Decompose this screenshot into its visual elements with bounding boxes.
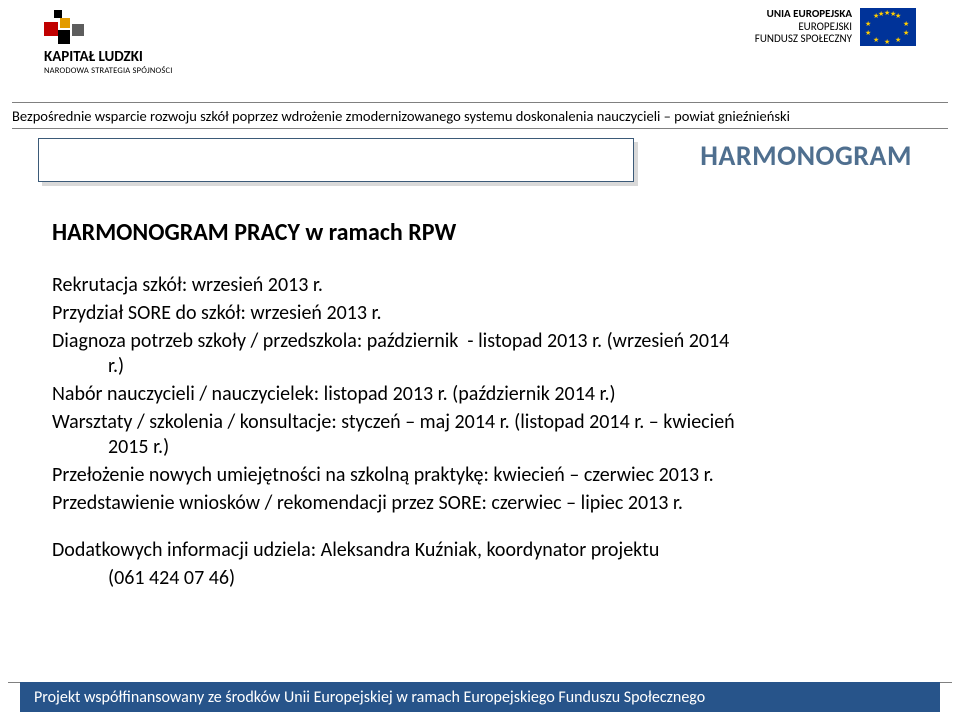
eu-text: UNIA EUROPEJSKA EUROPEJSKI FUNDUSZ SPOŁE…	[755, 8, 852, 46]
list-item: Warsztaty / szkolenia / konsultacje: sty…	[52, 410, 920, 460]
list-item: Nabór nauczycieli / nauczycielek: listop…	[52, 382, 920, 407]
list-item: Diagnoza potrzeb szkoły / przedszkola: p…	[52, 329, 920, 379]
list-item: Rekrutacja szkół: wrzesień 2013 r.	[52, 273, 920, 298]
footer-wrap: Projekt współfinansowany ze środków Unii…	[8, 682, 952, 716]
list-item-text: Przydział SORE do szkół: wrzesień 2013 r…	[52, 301, 382, 325]
list-item: Przedstawienie wniosków / rekomendacji p…	[52, 491, 920, 516]
content: HARMONOGRAM PRACY w ramach RPW Rekrutacj…	[52, 218, 920, 594]
list-item: Przełożenie nowych umiejętności na szkol…	[52, 463, 920, 488]
tagline: Bezpośrednie wsparcie rozwoju szkół popr…	[12, 102, 948, 129]
kapital-ludzki-icon	[44, 8, 86, 48]
title-box	[38, 138, 634, 182]
list-item: Przydział SORE do szkół: wrzesień 2013 r…	[52, 301, 920, 326]
eu-line3: FUNDUSZ SPOŁECZNY	[755, 33, 852, 46]
page: KAPITAŁ LUDZKI NARODOWA STRATEGIA SPÓJNO…	[0, 0, 960, 716]
footer-text: Projekt współfinansowany ze środków Unii…	[34, 688, 705, 707]
content-heading: HARMONOGRAM PRACY w ramach RPW	[52, 218, 920, 247]
page-header: KAPITAŁ LUDZKI NARODOWA STRATEGIA SPÓJNO…	[0, 0, 960, 92]
extra-info: Dodatkowych informacji udziela: Aleksand…	[52, 538, 920, 591]
extra-line2: (061 424 07 46)	[52, 566, 920, 591]
footer: Projekt współfinansowany ze środków Unii…	[20, 682, 940, 712]
logo-left-subtitle: NARODOWA STRATEGIA SPÓJNOŚCI	[44, 67, 173, 76]
logo-left-title: KAPITAŁ LUDZKI	[44, 50, 143, 65]
logo-right: UNIA EUROPEJSKA EUROPEJSKI FUNDUSZ SPOŁE…	[755, 8, 916, 46]
extra-line1: Dodatkowych informacji udziela: Aleksand…	[52, 538, 920, 563]
eu-flag-icon: ★ ★ ★ ★ ★ ★ ★ ★ ★ ★ ★ ★	[860, 8, 916, 46]
eu-line1: UNIA EUROPEJSKA	[755, 8, 852, 21]
logo-left: KAPITAŁ LUDZKI NARODOWA STRATEGIA SPÓJNO…	[44, 8, 173, 76]
title-right: HARMONOGRAM	[700, 138, 912, 173]
